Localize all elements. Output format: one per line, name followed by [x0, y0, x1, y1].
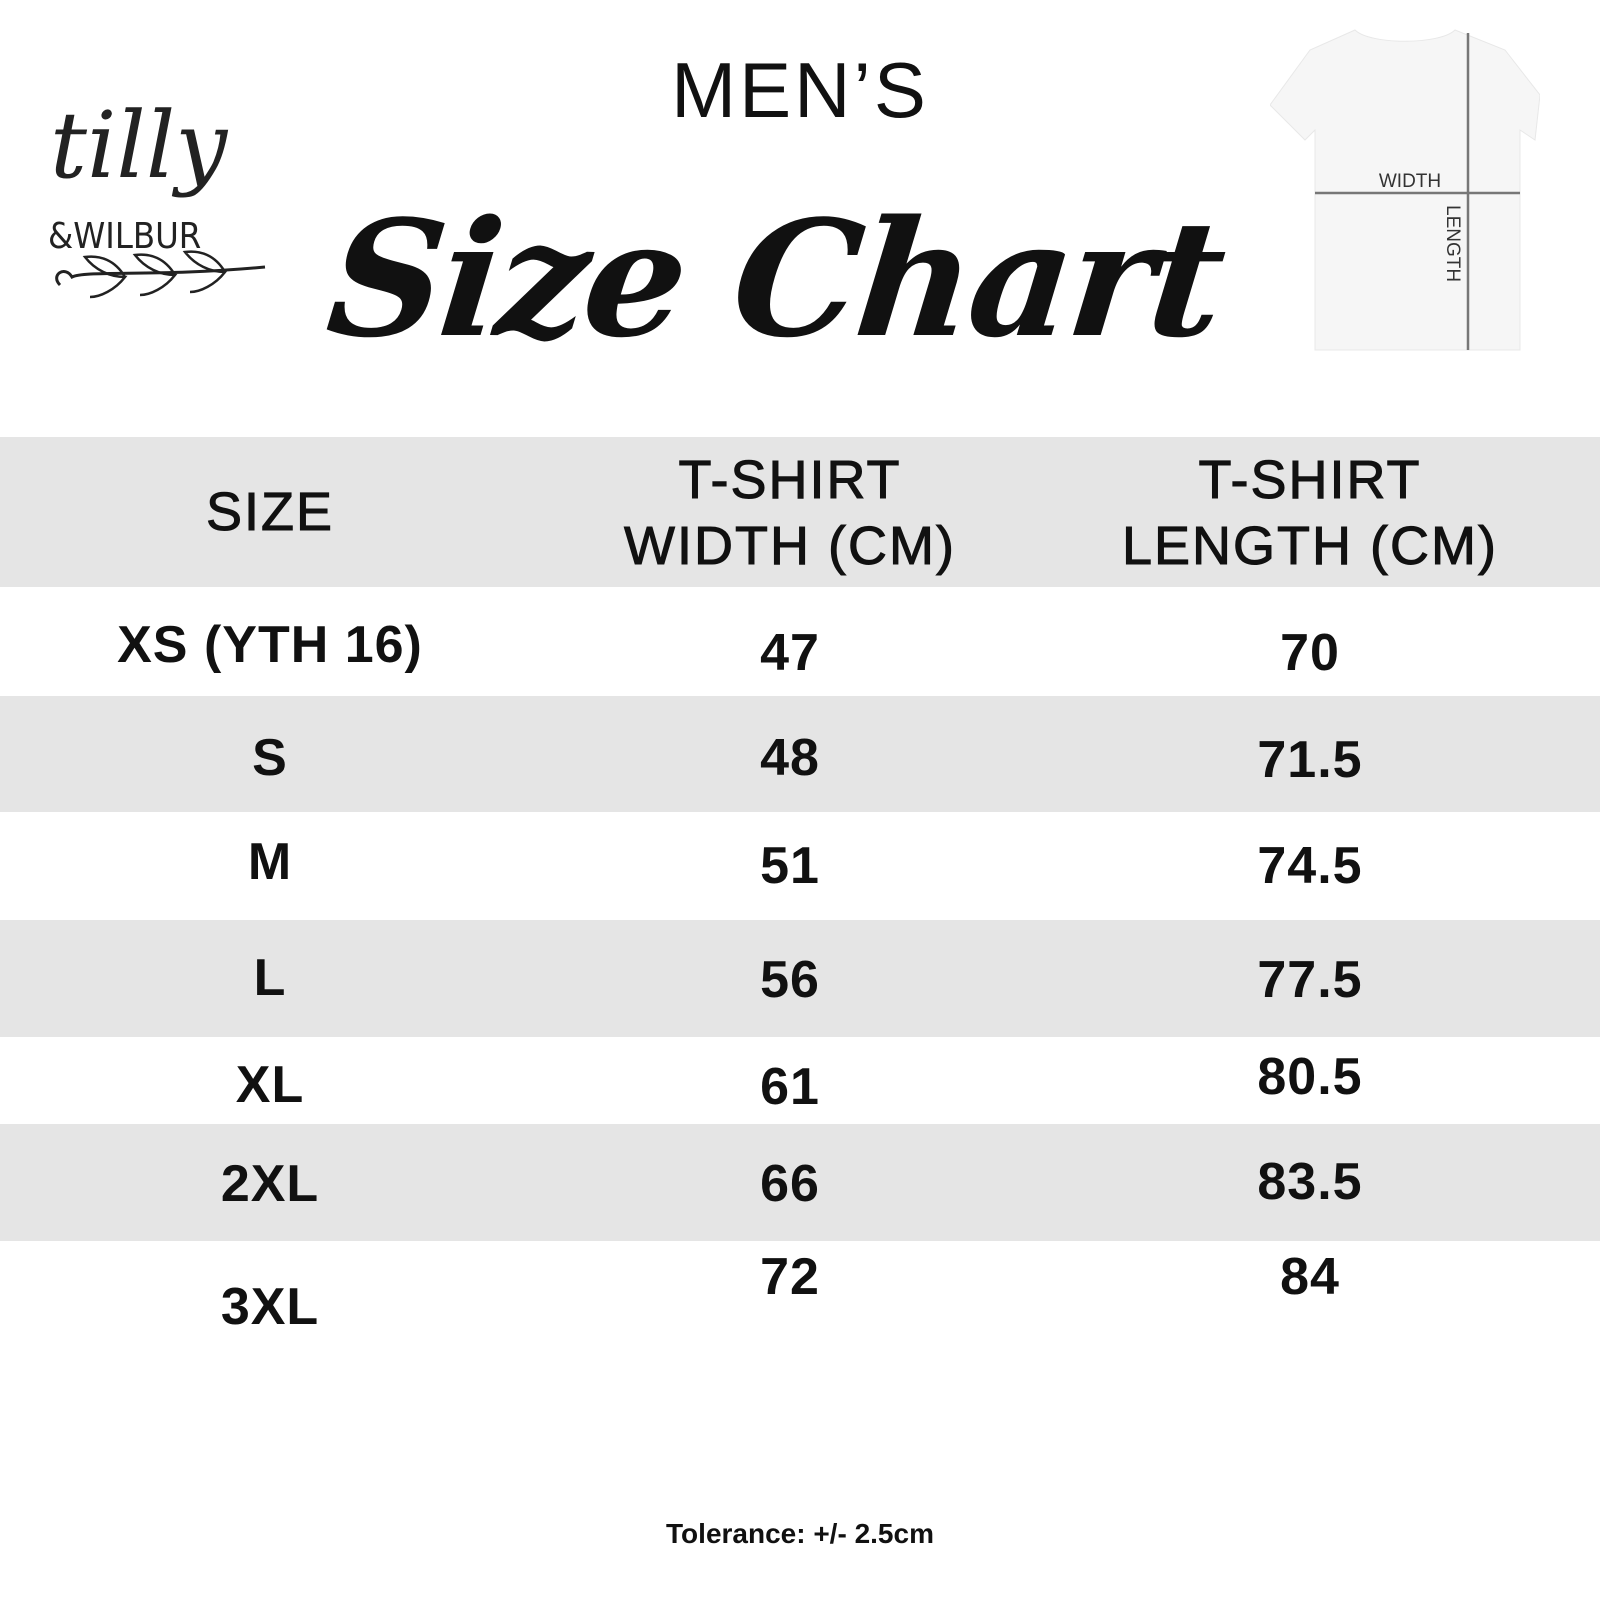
length-cell: 70 [1280, 624, 1340, 682]
size-cell: XS (YTH 16) [117, 616, 423, 674]
size-cell: 3XL [220, 1278, 320, 1336]
width-cell: 72 [760, 1248, 820, 1306]
size-cell: M [247, 833, 293, 891]
width-cell: 48 [760, 729, 820, 787]
brand-logo: tilly &WILBUR [40, 85, 280, 315]
width-cell: 56 [760, 951, 820, 1009]
width-cell: 66 [760, 1155, 820, 1213]
size-cell: XL [235, 1056, 305, 1114]
header-width-line1: T-SHIRT [678, 450, 902, 511]
table-row: M 51 74.5 [0, 812, 1600, 920]
length-label: LENGTH [1442, 205, 1463, 282]
size-cell: S [252, 729, 288, 787]
size-cell: L [253, 949, 287, 1007]
leaf-icon [82, 250, 228, 299]
table-row: 3XL 72 84 [0, 1241, 1600, 1361]
length-cell: 83.5 [1257, 1153, 1363, 1211]
length-cell: 77.5 [1257, 951, 1363, 1009]
width-label: WIDTH [1379, 171, 1441, 192]
table-row: S 48 71.5 [0, 696, 1600, 812]
logo-sub: &WILBUR [48, 216, 201, 257]
width-cell: 61 [760, 1058, 820, 1116]
header-size: SIZE [205, 482, 335, 543]
table-row: 2XL 66 83.5 [0, 1124, 1600, 1241]
tolerance-note: Tolerance: +/- 2.5cm [666, 1518, 934, 1549]
table-header: SIZE T-SHIRT WIDTH (CM) T-SHIRT LENGTH (… [0, 437, 1600, 587]
length-cell: 74.5 [1257, 837, 1363, 895]
table-row: L 56 77.5 [0, 920, 1600, 1037]
header-length-line1: T-SHIRT [1198, 450, 1422, 511]
header-length-line2: LENGTH (CM) [1122, 516, 1498, 577]
width-cell: 47 [760, 624, 820, 682]
page-title: Size Chart [319, 185, 1230, 373]
table-row: XL 61 80.5 [0, 1037, 1600, 1124]
width-cell: 51 [760, 837, 820, 895]
tshirt-diagram: WIDTH LENGTH [1269, 25, 1541, 355]
logo-script: tilly [50, 92, 228, 199]
length-cell: 84 [1280, 1248, 1340, 1306]
header-width-line2: WIDTH (CM) [624, 516, 956, 577]
length-cell: 71.5 [1257, 731, 1363, 789]
size-cell: 2XL [220, 1155, 320, 1213]
table-row: XS (YTH 16) 47 70 [0, 587, 1600, 696]
page-subtitle: MEN’S [671, 46, 929, 134]
length-cell: 80.5 [1257, 1048, 1363, 1106]
